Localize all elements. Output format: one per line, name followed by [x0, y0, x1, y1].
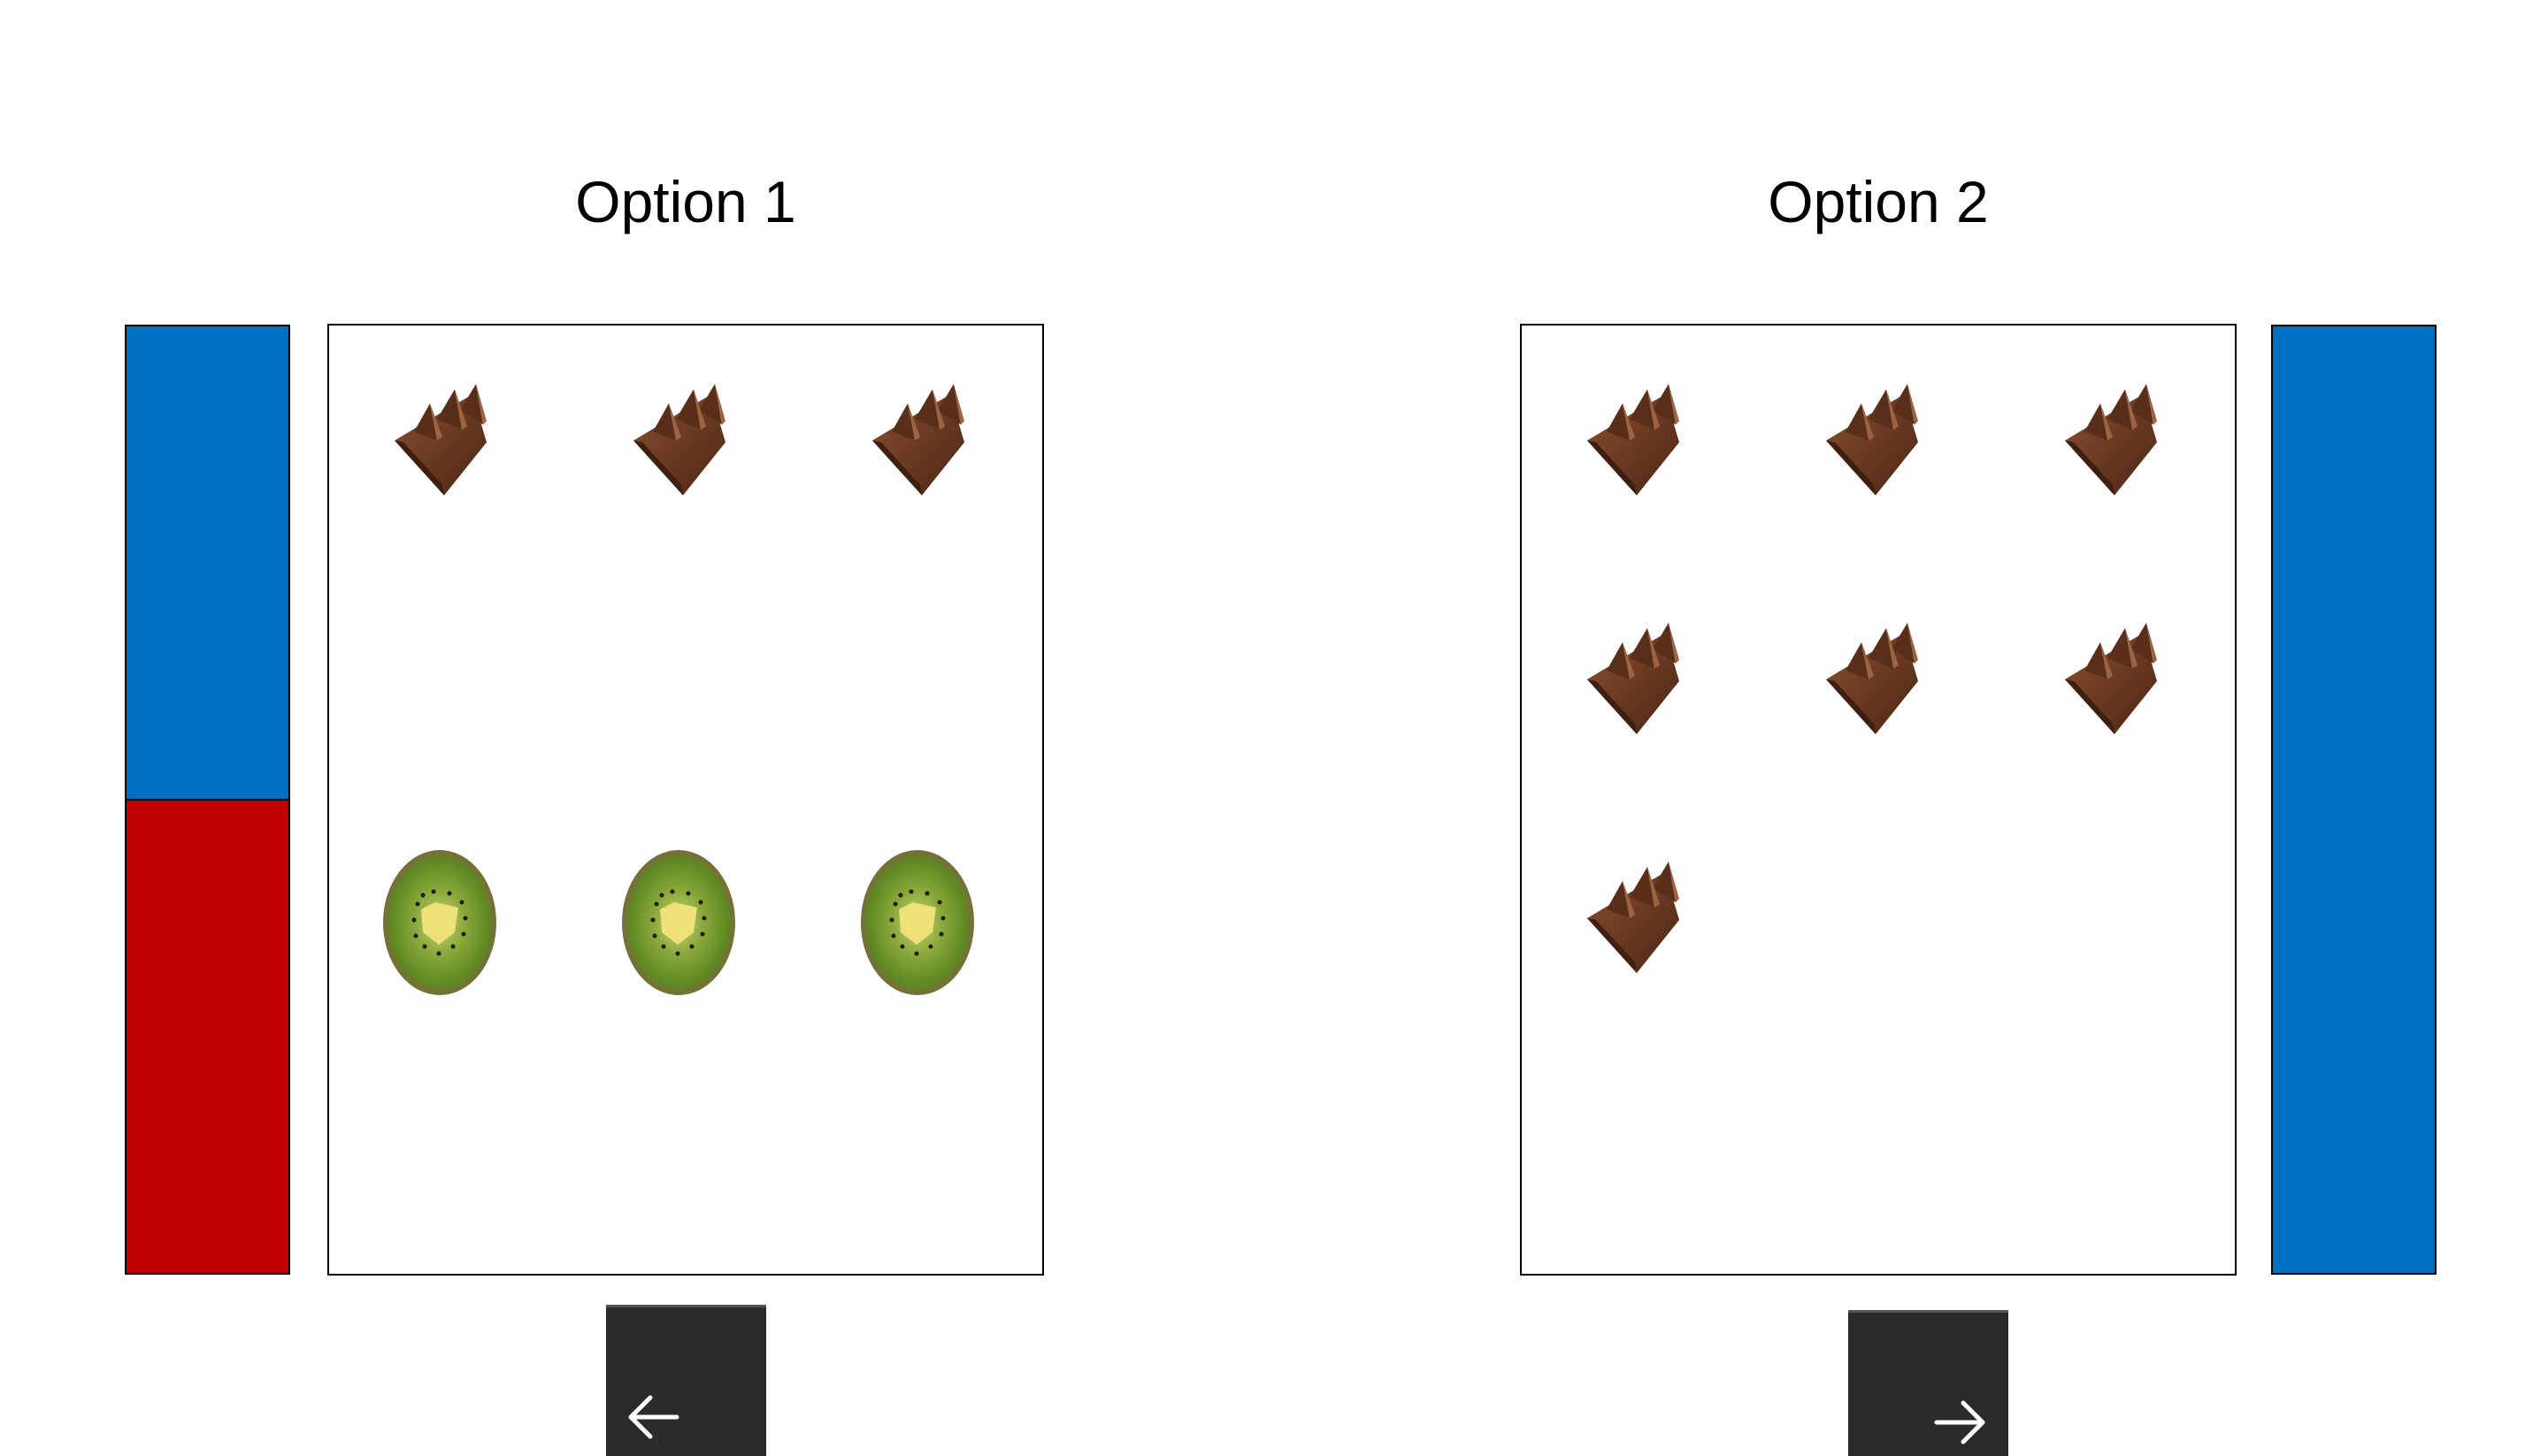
option-1-title: Option 1: [575, 169, 796, 234]
arrow-right-icon: [1934, 1400, 1985, 1445]
kiwi-item: [621, 847, 736, 998]
chocolate-item: [623, 379, 738, 502]
chocolate-item: [1815, 379, 1930, 502]
option-1-proportion-bar: [125, 325, 290, 1275]
chocolate-icon: [2065, 384, 2157, 495]
bar-segment: [2273, 326, 2435, 1273]
chocolate-icon: [1587, 623, 1679, 734]
chocolate-item: [1815, 617, 1930, 741]
chocolate-item: [862, 379, 977, 502]
chocolate-item: [2054, 617, 2169, 741]
bar-segment: [127, 326, 288, 799]
chocolate-icon: [1826, 384, 1918, 495]
chocolate-icon: [1587, 862, 1679, 973]
chocolate-icon: [1587, 384, 1679, 495]
option-2-panel: [1520, 324, 2237, 1276]
chocolate-item: [1577, 856, 1692, 980]
chocolate-icon: [1826, 623, 1918, 734]
chocolate-item: [1577, 379, 1692, 502]
chocolate-item: [2054, 379, 2169, 502]
bar-segment: [127, 799, 288, 1273]
kiwi-icon: [861, 850, 974, 995]
option-2-title: Option 2: [1768, 169, 1989, 234]
chocolate-icon: [872, 384, 964, 495]
chocolate-item: [384, 379, 499, 502]
option-1-panel: [327, 324, 1044, 1276]
kiwi-icon: [383, 850, 496, 995]
chocolate-item: [1577, 617, 1692, 741]
kiwi-item: [382, 847, 497, 998]
option-2-proportion-bar: [2271, 325, 2437, 1275]
chocolate-icon: [2065, 623, 2157, 734]
arrow-left-icon: [628, 1395, 679, 1439]
choose-option-1-button[interactable]: [606, 1305, 766, 1456]
chocolate-icon: [633, 384, 725, 495]
kiwi-item: [860, 847, 975, 998]
chocolate-icon: [395, 384, 487, 495]
choose-option-2-button[interactable]: [1848, 1310, 2008, 1456]
kiwi-icon: [622, 850, 735, 995]
